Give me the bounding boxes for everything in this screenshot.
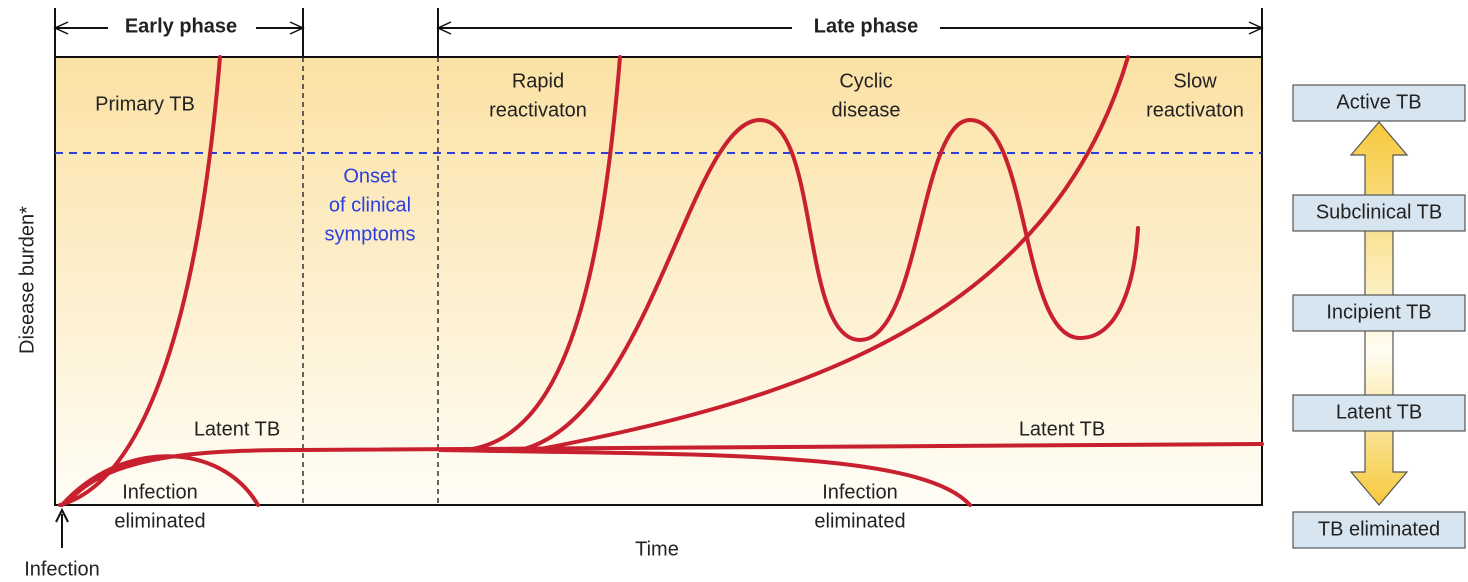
curve-label: Onset [343,165,397,187]
labels: Primary TB Rapid reactivaton Cyclic disease S… [95,70,1244,532]
stage-box [1292,194,1466,232]
stage-label: Latent TB [1336,401,1422,423]
phase-markers [53,8,1264,57]
curve-label: Slow [1173,70,1217,92]
curve-label: Cyclic [839,70,892,92]
infection-arrow [55,507,69,548]
stage-label: Subclinical TB [1316,201,1442,223]
curve-label: disease [832,99,901,121]
curve-label: Infection [822,481,898,503]
phase-divider [302,57,439,505]
curve-label: of clinical [329,194,411,216]
curve-label: reactivaton [489,99,587,121]
phase-label: Late phase [814,15,918,37]
stage-box [1292,511,1466,549]
stage-label: Active TB [1336,91,1421,113]
curves [58,55,1264,507]
curve-label: Primary TB [95,93,195,115]
stage-box [1292,294,1466,332]
curve-label: reactivaton [1146,99,1244,121]
stages: Active TB Subclinical TB Incipient TB Laten… [1292,84,1466,549]
curve-label: Rapid [512,70,564,92]
origin-label: Infection [24,558,100,580]
stage-box [1292,394,1466,432]
curve-label: eliminated [814,510,905,532]
x-axis-label: Time [635,538,679,560]
y-axis-label: Disease burden* [16,206,38,354]
curve-label: Infection [122,481,198,503]
stage-label: Incipient TB [1326,301,1431,323]
phase-label: Early phase [125,15,237,37]
curve-label: Latent TB [1019,418,1105,440]
curve-label: Latent TB [194,418,280,440]
curve-label: symptoms [324,223,415,245]
curve-label: eliminated [114,510,205,532]
stage-label: TB eliminated [1318,518,1440,540]
stage-box [1292,84,1466,122]
